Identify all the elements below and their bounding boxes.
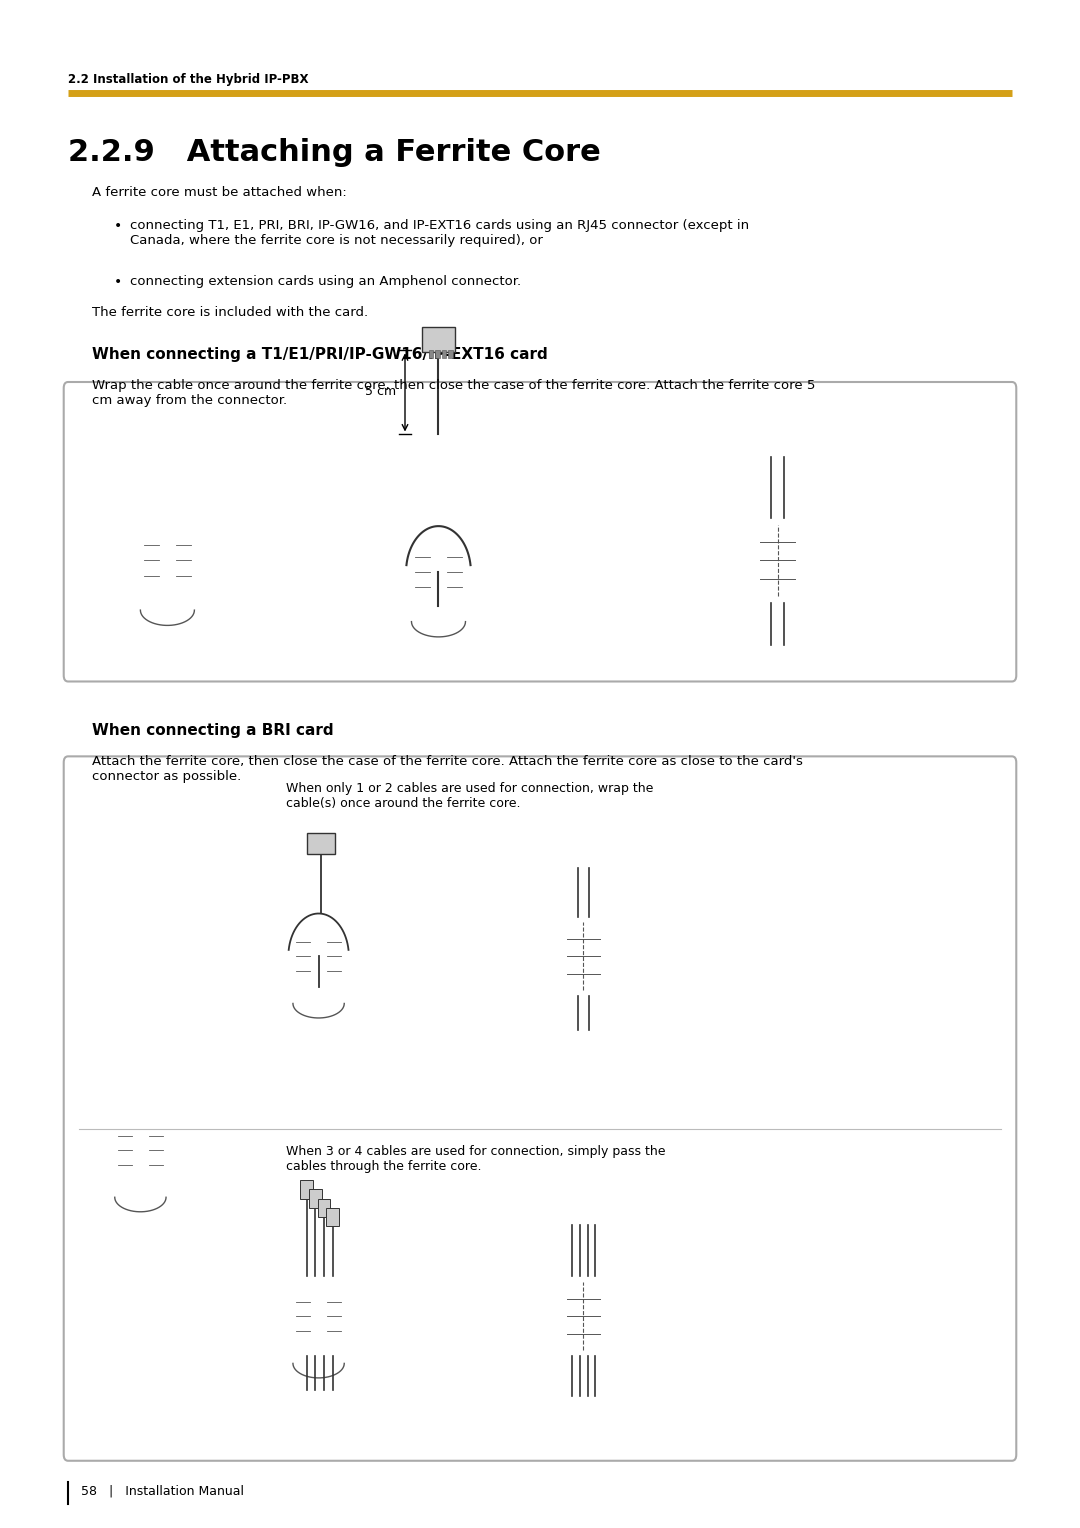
Polygon shape xyxy=(434,920,475,992)
Text: 5 cm: 5 cm xyxy=(365,385,396,399)
FancyBboxPatch shape xyxy=(309,1189,322,1207)
Text: 2.2 Installation of the Hybrid IP-PBX: 2.2 Installation of the Hybrid IP-PBX xyxy=(68,72,309,86)
Polygon shape xyxy=(434,1280,475,1352)
Polygon shape xyxy=(583,521,629,601)
FancyBboxPatch shape xyxy=(112,1106,137,1195)
Text: When connecting a BRI card: When connecting a BRI card xyxy=(92,723,334,738)
Text: •: • xyxy=(113,275,122,289)
FancyBboxPatch shape xyxy=(138,513,164,607)
FancyBboxPatch shape xyxy=(171,513,197,607)
FancyBboxPatch shape xyxy=(322,1271,347,1361)
Text: A ferrite core must be attached when:: A ferrite core must be attached when: xyxy=(92,186,347,200)
FancyBboxPatch shape xyxy=(561,1271,606,1361)
Text: Wrap the cable once around the ferrite core, then close the case of the ferrite : Wrap the cable once around the ferrite c… xyxy=(92,379,815,406)
Text: •: • xyxy=(113,219,122,232)
FancyBboxPatch shape xyxy=(322,912,347,1001)
FancyBboxPatch shape xyxy=(326,1207,339,1225)
Text: The ferrite core is included with the card.: The ferrite core is included with the ca… xyxy=(92,306,368,319)
FancyBboxPatch shape xyxy=(300,1180,313,1198)
FancyBboxPatch shape xyxy=(64,756,1016,1461)
Text: When connecting a T1/E1/PRI/IP-GW16/IP-EXT16 card: When connecting a T1/E1/PRI/IP-GW16/IP-E… xyxy=(92,347,548,362)
Text: When only 1 or 2 cables are used for connection, wrap the
cable(s) once around t: When only 1 or 2 cables are used for con… xyxy=(286,782,653,810)
FancyBboxPatch shape xyxy=(291,912,315,1001)
Text: 58   |   Installation Manual: 58 | Installation Manual xyxy=(81,1484,244,1497)
Text: connecting T1, E1, PRI, BRI, IP-GW16, and IP-EXT16 cards using an RJ45 connector: connecting T1, E1, PRI, BRI, IP-GW16, an… xyxy=(130,219,748,246)
FancyBboxPatch shape xyxy=(318,1198,330,1216)
Text: When 3 or 4 cables are used for connection, simply pass the
cables through the f: When 3 or 4 cables are used for connecti… xyxy=(286,1144,665,1172)
FancyBboxPatch shape xyxy=(422,327,455,351)
FancyBboxPatch shape xyxy=(64,382,1016,681)
FancyBboxPatch shape xyxy=(144,1106,168,1195)
FancyBboxPatch shape xyxy=(291,1271,315,1361)
Polygon shape xyxy=(281,521,326,601)
FancyBboxPatch shape xyxy=(307,833,335,854)
Text: connecting extension cards using an Amphenol connector.: connecting extension cards using an Amph… xyxy=(130,275,521,289)
FancyBboxPatch shape xyxy=(442,526,468,619)
FancyBboxPatch shape xyxy=(442,350,446,358)
FancyBboxPatch shape xyxy=(435,350,440,358)
FancyBboxPatch shape xyxy=(429,350,433,358)
Text: 2.2.9   Attaching a Ferrite Core: 2.2.9 Attaching a Ferrite Core xyxy=(68,138,600,167)
Text: Attach the ferrite core, then close the case of the ferrite core. Attach the fer: Attach the ferrite core, then close the … xyxy=(92,755,802,782)
FancyBboxPatch shape xyxy=(754,513,801,607)
FancyBboxPatch shape xyxy=(448,350,453,358)
FancyBboxPatch shape xyxy=(409,526,435,619)
Polygon shape xyxy=(175,1114,216,1186)
FancyBboxPatch shape xyxy=(561,912,606,1001)
